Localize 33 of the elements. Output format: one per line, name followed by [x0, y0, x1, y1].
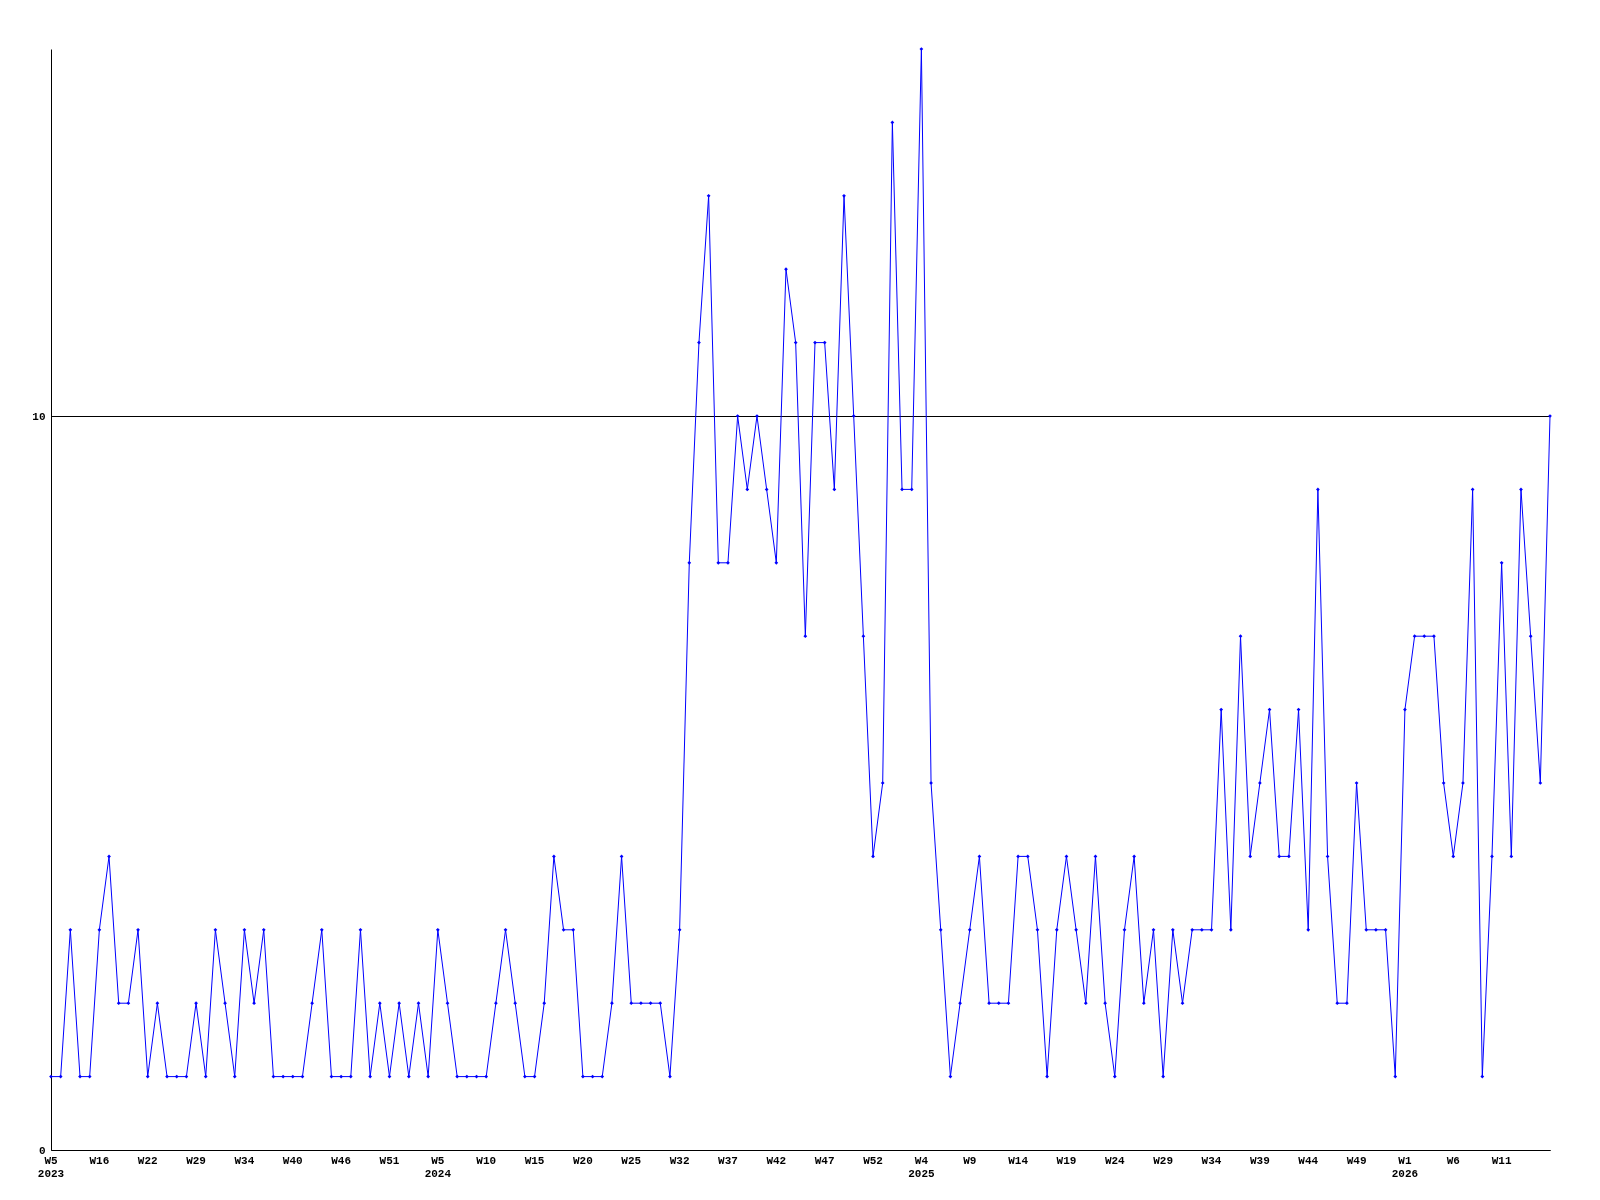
y-tick-label: 10 — [32, 410, 46, 423]
x-tick-label: W34 — [1201, 1155, 1222, 1167]
x-tick-label: W51 — [379, 1155, 400, 1167]
x-tick-label: W5 2023 — [37, 1155, 65, 1180]
x-tick-label: W47 — [814, 1155, 835, 1167]
x-tick-label: W40 — [282, 1155, 303, 1167]
x-tick-label: W22 — [137, 1155, 158, 1167]
x-tick-label: W39 — [1249, 1155, 1270, 1167]
x-tick-label: W5 2024 — [424, 1155, 452, 1180]
x-tick-label: W24 — [1104, 1155, 1126, 1167]
x-tick-label: W37 — [718, 1155, 738, 1167]
x-tick-label: W34 — [234, 1155, 255, 1167]
y-tick-label: 0 — [38, 1144, 46, 1157]
x-tick-label: W4 2025 — [908, 1155, 935, 1180]
x-tick-label: W10 — [476, 1155, 497, 1167]
x-tick-label: W46 — [331, 1155, 352, 1167]
x-tick-label: W15 — [524, 1155, 545, 1167]
x-tick-label: W32 — [669, 1155, 690, 1167]
x-tick-label: W6 — [1446, 1155, 1460, 1167]
x-tick-label: W19 — [1056, 1155, 1077, 1167]
x-tick-label: W42 — [766, 1155, 787, 1167]
x-tick-label: W14 — [1008, 1155, 1029, 1167]
x-tick-label: W11 — [1491, 1155, 1512, 1167]
x-tick-label: W52 — [863, 1155, 883, 1167]
x-tick-label: W20 — [573, 1155, 593, 1167]
x-tick-label: W44 — [1298, 1155, 1319, 1167]
x-tick-label: W16 — [89, 1155, 110, 1167]
x-tick-label: W29 — [1153, 1155, 1174, 1167]
x-tick-label: W1 2026 — [1391, 1155, 1419, 1180]
x-tick-label: W9 — [963, 1155, 977, 1167]
x-tick-label: W25 — [621, 1155, 642, 1167]
x-tick-label: W29 — [186, 1155, 206, 1167]
x-tick-label: W49 — [1346, 1155, 1367, 1167]
